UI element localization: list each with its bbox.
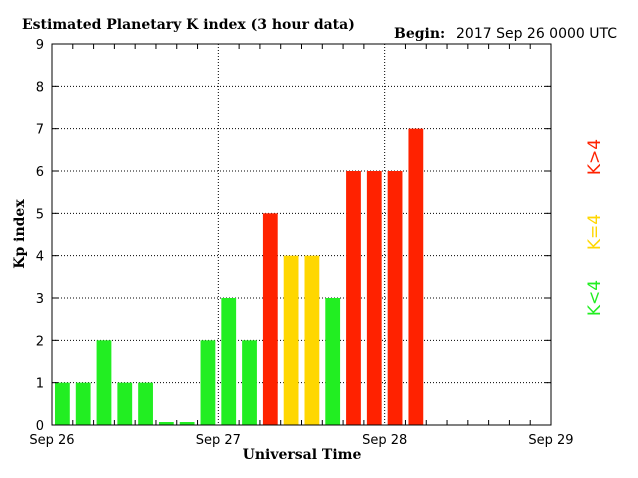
kp-bar	[408, 128, 424, 425]
kp-bar	[158, 422, 174, 425]
kp-bar	[221, 298, 237, 425]
kp-bar	[346, 171, 361, 425]
kp-bar	[117, 382, 133, 425]
kp-bar	[387, 171, 403, 425]
y-tick-label: 8	[36, 80, 44, 95]
kp-bar	[366, 171, 382, 425]
y-tick-label: 9	[36, 38, 44, 53]
kp-bar	[262, 213, 278, 425]
y-tick-label: 0	[36, 419, 44, 434]
kp-bar	[75, 382, 91, 425]
y-tick-labels: 0 1 2 3 4 5 6 7 8 9	[36, 38, 44, 434]
x-tick-labels: Sep 26 Sep 27 Sep 28 Sep 29	[29, 433, 573, 448]
plot-border	[51, 43, 552, 426]
kp-bar	[242, 340, 257, 425]
legend: K<4 K=4 K>4	[585, 139, 605, 316]
kp-bar	[179, 422, 195, 425]
kp-bar	[325, 298, 341, 425]
y-tick-label: 4	[36, 250, 44, 265]
legend-entry: K>4	[585, 139, 605, 175]
kp-bar	[304, 255, 320, 425]
kp-bar	[283, 255, 299, 425]
x-axis-label: Universal Time	[243, 447, 362, 463]
legend-entry: K<4	[585, 280, 605, 316]
begin-value: 2017 Sep 26 0000 UTC	[456, 26, 617, 42]
chart-title: Estimated Planetary K index (3 hour data…	[22, 17, 355, 33]
y-tick-label: 3	[36, 292, 44, 307]
legend-entry: K=4	[585, 214, 605, 250]
bars	[55, 128, 424, 425]
grid	[52, 43, 551, 425]
y-tick-label: 5	[36, 207, 44, 222]
y-axis-label: Kp index	[12, 199, 28, 269]
plot-frame	[51, 43, 552, 426]
x-tick-label: Sep 26	[29, 433, 74, 448]
kp-bar	[200, 340, 216, 425]
begin-label: Begin:	[394, 26, 445, 42]
x-tick-label: Sep 28	[362, 433, 407, 448]
kp-bar	[138, 382, 153, 425]
y-tick-label: 1	[36, 377, 44, 392]
y-tick-label: 6	[36, 165, 44, 180]
x-tick-label: Sep 27	[196, 433, 241, 448]
kp-bar	[55, 382, 70, 425]
y-tick-label: 2	[36, 334, 44, 349]
kp-bar	[96, 340, 112, 425]
x-tick-label: Sep 29	[528, 433, 573, 448]
y-tick-label: 7	[36, 123, 44, 138]
